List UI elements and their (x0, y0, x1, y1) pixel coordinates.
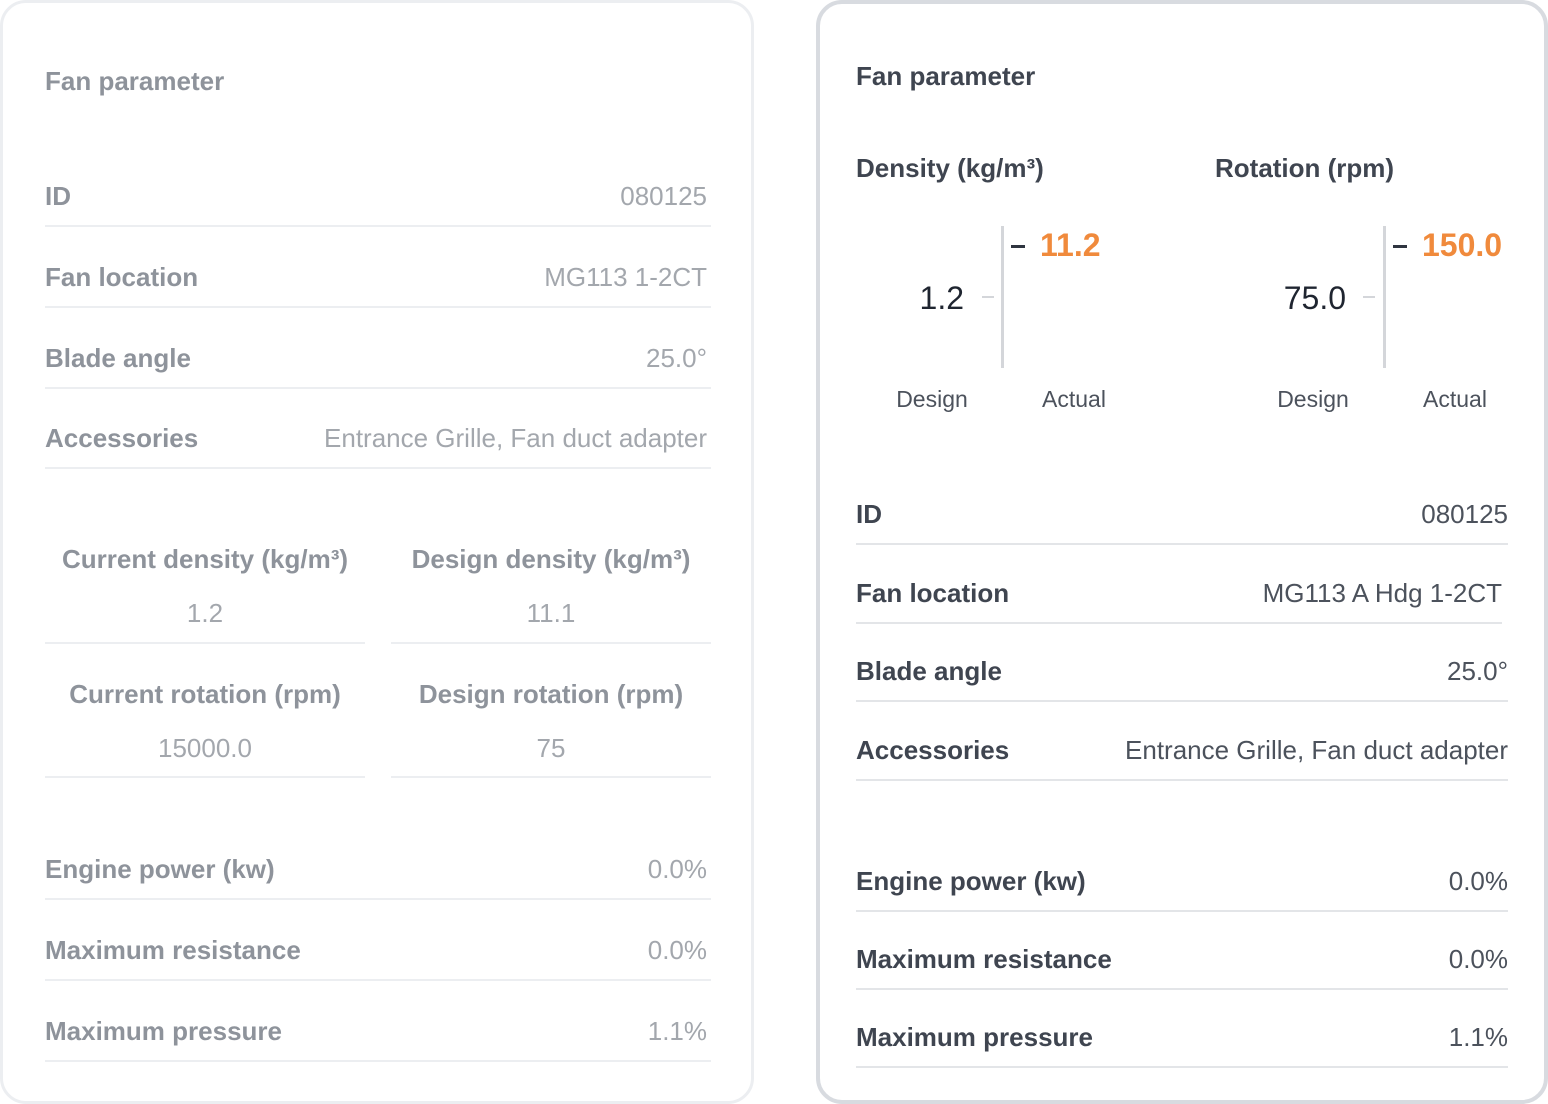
divider (856, 543, 1508, 545)
density-actual-value: 11.2 (1040, 227, 1101, 263)
design-tick (1363, 296, 1375, 298)
engine-power-label: Engine power (kw) (45, 854, 275, 884)
divider (45, 467, 711, 469)
accessories-label: Accessories (45, 423, 199, 453)
current-rotation-label: Current rotation (rpm) (69, 679, 341, 709)
fan-location-value: MG113 A Hdg 1-2CT (1262, 578, 1502, 608)
maximum-pressure-label: Maximum pressure (45, 1016, 282, 1046)
card-title: Fan parameter (45, 66, 225, 96)
rotation-design-label: Design (1277, 386, 1349, 412)
actual-dash (1011, 245, 1025, 248)
design-rotation-value: 75 (536, 733, 566, 763)
engine-power-value: 0.0% (1448, 866, 1508, 896)
actual-dash (1393, 245, 1407, 248)
id-value: 080125 (1421, 499, 1508, 529)
density-design-value: 1.2 (919, 280, 964, 316)
rotation-actual-value: 150.0 (1422, 227, 1503, 263)
gauge-axis (1383, 226, 1386, 368)
divider (856, 1066, 1508, 1068)
card-title: Fan parameter (856, 61, 1036, 91)
divider (45, 1060, 711, 1062)
density-gauge-title: Density (kg/m³) (856, 153, 1044, 183)
maximum-resistance-label: Maximum resistance (856, 944, 1112, 974)
divider (856, 622, 1502, 624)
maximum-resistance-value: 0.0% (1448, 944, 1508, 974)
divider (391, 776, 711, 778)
engine-power-label: Engine power (kw) (856, 866, 1086, 896)
design-rotation-label: Design rotation (rpm) (418, 679, 684, 709)
divider (856, 700, 1508, 702)
fan-location-label: Fan location (45, 262, 199, 292)
accessories-value: Entrance Grille, Fan duct adapter (1125, 735, 1508, 765)
rotation-design-value: 75.0 (1283, 280, 1346, 316)
divider (391, 642, 711, 644)
current-density-label: Current density (kg/m³) (61, 544, 349, 574)
rotation-gauge-title: Rotation (rpm) (1215, 153, 1395, 183)
divider (45, 306, 711, 308)
design-density-label: Design density (kg/m³) (411, 544, 691, 574)
gauge-axis (1001, 226, 1004, 368)
fan-location-label: Fan location (856, 578, 1010, 608)
current-rotation-value: 15000.0 (158, 733, 252, 763)
divider (45, 642, 365, 644)
maximum-pressure-value: 1.1% (1448, 1022, 1508, 1052)
fan-parameter-card-left: Fan parameter ID 080125 Fan location MG1… (0, 0, 754, 1104)
divider (45, 776, 365, 778)
engine-power-value: 0.0% (647, 854, 707, 884)
divider (856, 910, 1508, 912)
divider (45, 979, 711, 981)
blade-angle-value: 25.0° (1446, 656, 1508, 686)
divider (856, 779, 1508, 781)
density-design-label: Design (896, 386, 968, 412)
blade-angle-value: 25.0° (645, 343, 707, 373)
fan-parameter-card-right: Fan parameter Density (kg/m³) 1.2 11.2 D… (816, 0, 1548, 1104)
design-tick (982, 296, 994, 298)
blade-angle-label: Blade angle (856, 656, 1002, 686)
divider (45, 387, 711, 389)
divider (45, 225, 711, 227)
design-density-value: 11.1 (526, 598, 576, 628)
maximum-pressure-label: Maximum pressure (856, 1022, 1093, 1052)
id-label: ID (856, 499, 882, 529)
fan-location-value: MG113 1-2CT (544, 262, 707, 292)
maximum-resistance-label: Maximum resistance (45, 935, 301, 965)
blade-angle-label: Blade angle (45, 343, 191, 373)
id-value: 080125 (620, 181, 707, 211)
maximum-pressure-value: 1.1% (647, 1016, 707, 1046)
current-density-value: 1.2 (186, 598, 224, 628)
maximum-resistance-value: 0.0% (647, 935, 707, 965)
density-actual-label: Actual (1042, 386, 1106, 412)
accessories-value: Entrance Grille, Fan duct adapter (324, 423, 707, 453)
id-label: ID (45, 181, 71, 211)
rotation-actual-label: Actual (1423, 386, 1487, 412)
accessories-label: Accessories (856, 735, 1010, 765)
divider (45, 898, 711, 900)
divider (856, 988, 1508, 990)
